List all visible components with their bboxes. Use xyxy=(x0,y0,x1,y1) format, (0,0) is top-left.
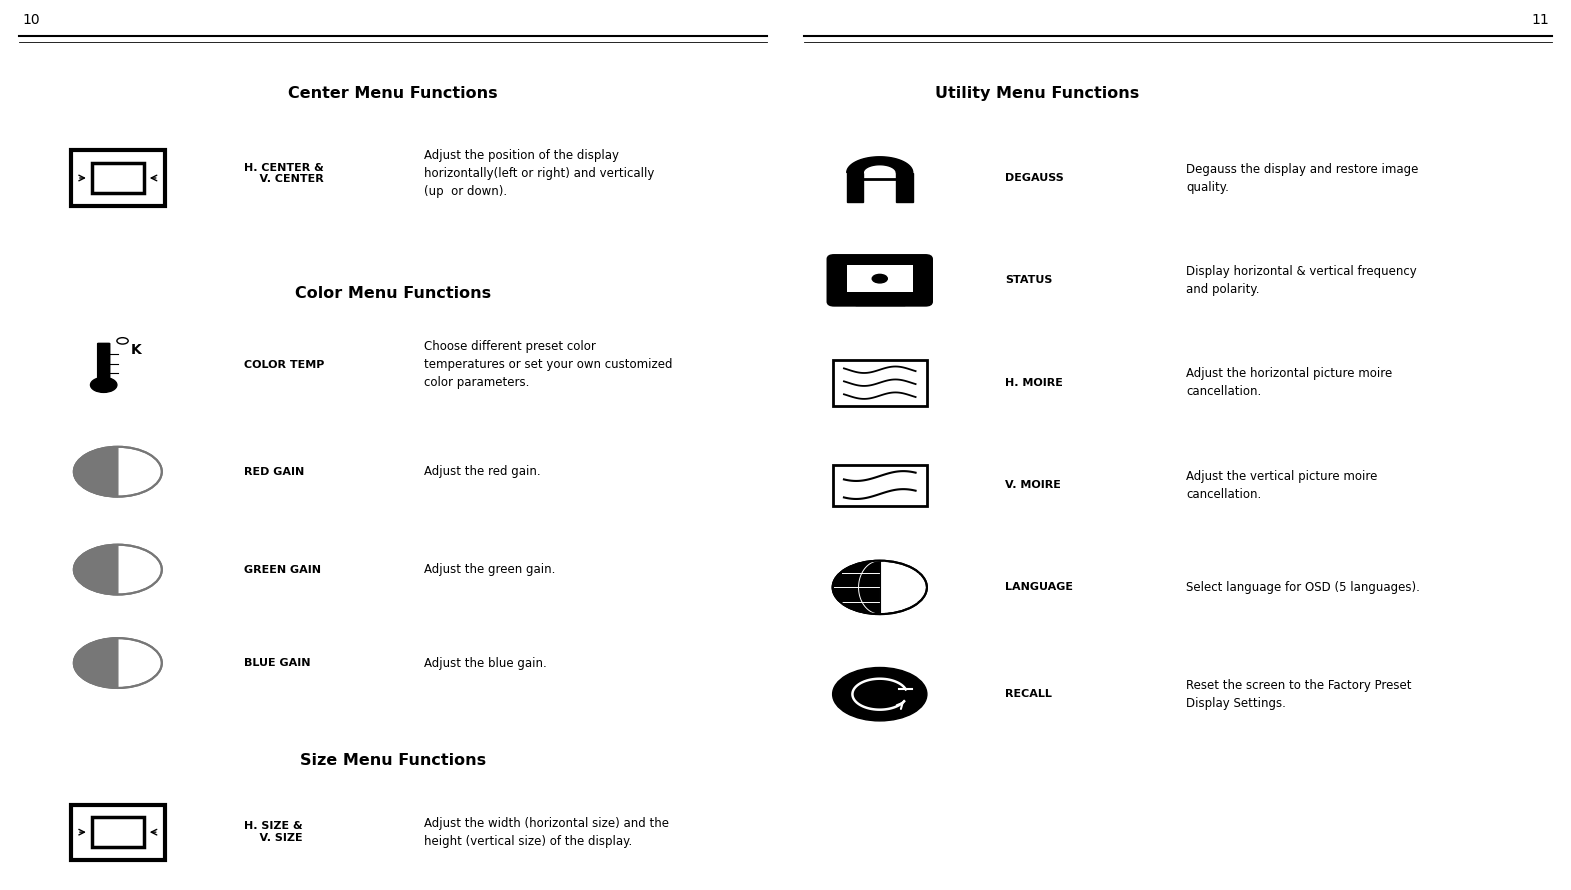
Text: Adjust the red gain.: Adjust the red gain. xyxy=(424,465,540,478)
Text: Adjust the vertical picture moire
cancellation.: Adjust the vertical picture moire cancel… xyxy=(1186,470,1378,500)
Text: Degauss the display and restore image
quality.: Degauss the display and restore image qu… xyxy=(1186,163,1419,193)
Circle shape xyxy=(74,638,162,688)
Text: Size Menu Functions: Size Menu Functions xyxy=(300,754,485,768)
Polygon shape xyxy=(74,638,118,688)
Circle shape xyxy=(74,447,162,497)
Circle shape xyxy=(833,668,927,721)
Text: RED GAIN: RED GAIN xyxy=(244,466,303,477)
Polygon shape xyxy=(895,173,913,202)
FancyBboxPatch shape xyxy=(71,150,165,206)
Text: COLOR TEMP: COLOR TEMP xyxy=(244,360,324,370)
Text: Adjust the horizontal picture moire
cancellation.: Adjust the horizontal picture moire canc… xyxy=(1186,368,1392,398)
Text: BLUE GAIN: BLUE GAIN xyxy=(244,658,309,668)
Text: Adjust the position of the display
horizontally(left or right) and vertically
(u: Adjust the position of the display horiz… xyxy=(424,149,655,198)
Text: V. MOIRE: V. MOIRE xyxy=(1005,480,1062,490)
FancyBboxPatch shape xyxy=(847,265,913,292)
FancyBboxPatch shape xyxy=(828,255,932,305)
Text: Select language for OSD (5 languages).: Select language for OSD (5 languages). xyxy=(1186,581,1420,594)
Text: H. MOIRE: H. MOIRE xyxy=(1005,377,1064,388)
Text: K: K xyxy=(130,344,141,357)
FancyBboxPatch shape xyxy=(833,465,927,506)
FancyBboxPatch shape xyxy=(833,360,927,406)
FancyBboxPatch shape xyxy=(97,343,110,382)
Text: 10: 10 xyxy=(22,12,39,27)
FancyBboxPatch shape xyxy=(91,163,145,193)
Circle shape xyxy=(74,545,162,595)
Polygon shape xyxy=(74,545,118,595)
Polygon shape xyxy=(847,173,864,202)
Polygon shape xyxy=(847,157,913,173)
Text: H. CENTER &
    V. CENTER: H. CENTER & V. CENTER xyxy=(244,163,324,184)
Text: GREEN GAIN: GREEN GAIN xyxy=(244,564,320,575)
Text: Utility Menu Functions: Utility Menu Functions xyxy=(935,86,1139,101)
Text: H. SIZE &
    V. SIZE: H. SIZE & V. SIZE xyxy=(244,821,302,843)
FancyBboxPatch shape xyxy=(71,805,165,860)
Circle shape xyxy=(872,274,888,283)
FancyBboxPatch shape xyxy=(91,817,145,847)
Text: Adjust the green gain.: Adjust the green gain. xyxy=(424,563,556,576)
Text: Adjust the width (horizontal size) and the
height (vertical size) of the display: Adjust the width (horizontal size) and t… xyxy=(424,817,669,847)
Circle shape xyxy=(91,377,116,392)
Text: Color Menu Functions: Color Menu Functions xyxy=(295,287,490,301)
Polygon shape xyxy=(833,561,880,614)
Text: Adjust the blue gain.: Adjust the blue gain. xyxy=(424,657,547,669)
Text: LANGUAGE: LANGUAGE xyxy=(1005,582,1073,593)
Text: STATUS: STATUS xyxy=(1005,275,1053,286)
Text: Choose different preset color
temperatures or set your own customized
color para: Choose different preset color temperatur… xyxy=(424,340,672,390)
Polygon shape xyxy=(74,447,118,497)
Text: RECALL: RECALL xyxy=(1005,689,1053,700)
Text: Center Menu Functions: Center Menu Functions xyxy=(287,86,498,101)
Text: Reset the screen to the Factory Preset
Display Settings.: Reset the screen to the Factory Preset D… xyxy=(1186,679,1412,709)
Text: 11: 11 xyxy=(1532,12,1549,27)
Circle shape xyxy=(833,561,927,614)
Text: Display horizontal & vertical frequency
and polarity.: Display horizontal & vertical frequency … xyxy=(1186,265,1417,295)
Text: DEGAUSS: DEGAUSS xyxy=(1005,173,1064,183)
